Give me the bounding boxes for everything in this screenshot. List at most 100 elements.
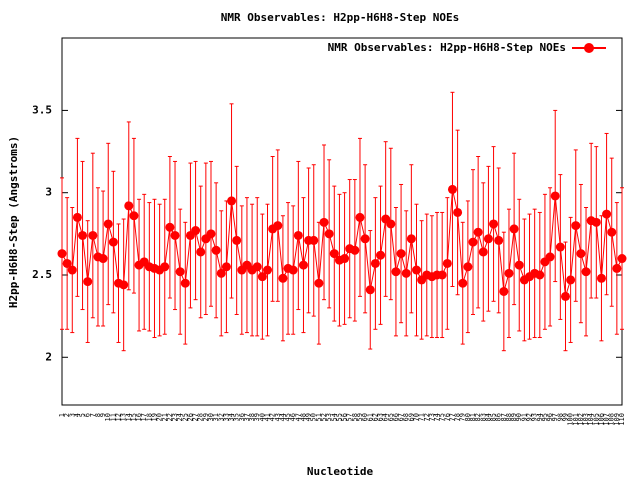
x-tick-label: 71: [418, 413, 426, 421]
x-tick-label: 106: [597, 413, 605, 426]
x-tick-label: 90: [515, 413, 523, 421]
point: [453, 207, 463, 217]
point: [494, 235, 504, 245]
x-tick-label: 6: [84, 413, 92, 417]
x-tick-label: 14: [125, 413, 133, 421]
x-tick-label: 21: [161, 413, 169, 421]
x-tick-label: 54: [330, 413, 338, 421]
point: [602, 209, 612, 219]
point: [463, 262, 473, 272]
y-tick-label: 2.5: [32, 268, 52, 281]
point: [221, 262, 231, 272]
point: [365, 285, 375, 295]
x-tick-label: 25: [181, 413, 189, 421]
point: [88, 230, 98, 240]
x-tick-label: 51: [315, 413, 323, 421]
point: [119, 280, 129, 290]
point: [319, 217, 329, 227]
x-tick-label: 8: [94, 413, 102, 417]
x-tick-label: 3: [68, 413, 76, 417]
x-tick-label: 83: [479, 413, 487, 421]
x-tick-label: 70: [412, 413, 420, 421]
x-tick-label: 30: [207, 413, 215, 421]
point: [489, 219, 499, 229]
point: [396, 249, 406, 259]
point: [483, 234, 493, 244]
x-tick-label: 97: [551, 413, 559, 421]
point: [196, 247, 206, 257]
point: [211, 245, 221, 255]
x-tick-label: 33: [222, 413, 230, 421]
x-tick-label: 94: [536, 413, 544, 421]
point: [571, 221, 581, 231]
point: [550, 191, 560, 201]
point: [191, 226, 201, 236]
x-tick-label: 58: [351, 413, 359, 421]
x-tick-label: 13: [120, 413, 128, 421]
plot-frame: [61, 37, 623, 406]
x-tick-label: 96: [546, 413, 554, 421]
x-tick-label: 98: [556, 413, 564, 421]
point: [360, 234, 370, 244]
point: [67, 265, 77, 275]
point: [350, 245, 360, 255]
x-tick-label: 81: [469, 413, 477, 421]
x-tick-label: 52: [320, 413, 328, 421]
x-tick-label: 75: [438, 413, 446, 421]
x-tick-label: 50: [310, 413, 318, 421]
chart-title: NMR Observables: H2pp-H6H8-Step NOEs: [221, 11, 459, 24]
x-tick-label: 39: [253, 413, 261, 421]
point: [257, 272, 267, 282]
point: [340, 254, 350, 264]
x-tick-label: 2: [63, 413, 71, 417]
x-tick-label: 99: [561, 413, 569, 421]
point: [566, 275, 576, 285]
x-tick-label: 19: [150, 413, 158, 421]
x-tick-label: 105: [592, 413, 600, 426]
x-tick-label: 40: [258, 413, 266, 421]
x-tick-label: 45: [284, 413, 292, 421]
point: [170, 230, 180, 240]
x-tick-label: 47: [294, 413, 302, 421]
point: [273, 221, 283, 231]
y-tick-label: 3.5: [32, 103, 52, 116]
x-tick-label: 24: [176, 413, 184, 421]
point: [499, 286, 509, 296]
point: [129, 211, 139, 221]
legend-marker: [584, 43, 594, 53]
point: [103, 219, 113, 229]
x-tick-label: 11: [109, 413, 117, 421]
point: [175, 267, 185, 277]
point: [309, 235, 319, 245]
point: [437, 270, 447, 280]
x-tick-label: 31: [212, 413, 220, 421]
x-tick-label: 77: [448, 413, 456, 421]
point: [206, 229, 216, 239]
x-tick-label: 9: [99, 413, 107, 417]
x-tick-label: 28: [197, 413, 205, 421]
x-tick-label: 104: [587, 413, 595, 426]
x-tick-label: 62: [371, 413, 379, 421]
point: [165, 222, 175, 232]
point: [355, 212, 365, 222]
x-tick-label: 27: [192, 413, 200, 421]
x-tick-label: 66: [392, 413, 400, 421]
x-tick-label: 68: [402, 413, 410, 421]
y-tick-label: 2: [45, 350, 52, 363]
x-tick-label: 26: [186, 413, 194, 421]
x-tick-label: 78: [454, 413, 462, 421]
point: [386, 219, 396, 229]
x-tick-label: 74: [433, 413, 441, 421]
x-tick-label: 36: [238, 413, 246, 421]
x-tick-label: 69: [407, 413, 415, 421]
x-tick-label: 16: [135, 413, 143, 421]
x-tick-label: 72: [423, 413, 431, 421]
x-tick-label: 89: [510, 413, 518, 421]
point: [72, 212, 82, 222]
x-tick-label: 101: [572, 413, 580, 426]
x-tick-label: 108: [608, 413, 616, 426]
x-tick-label: 34: [228, 413, 236, 421]
point: [57, 249, 67, 259]
point: [468, 237, 478, 247]
